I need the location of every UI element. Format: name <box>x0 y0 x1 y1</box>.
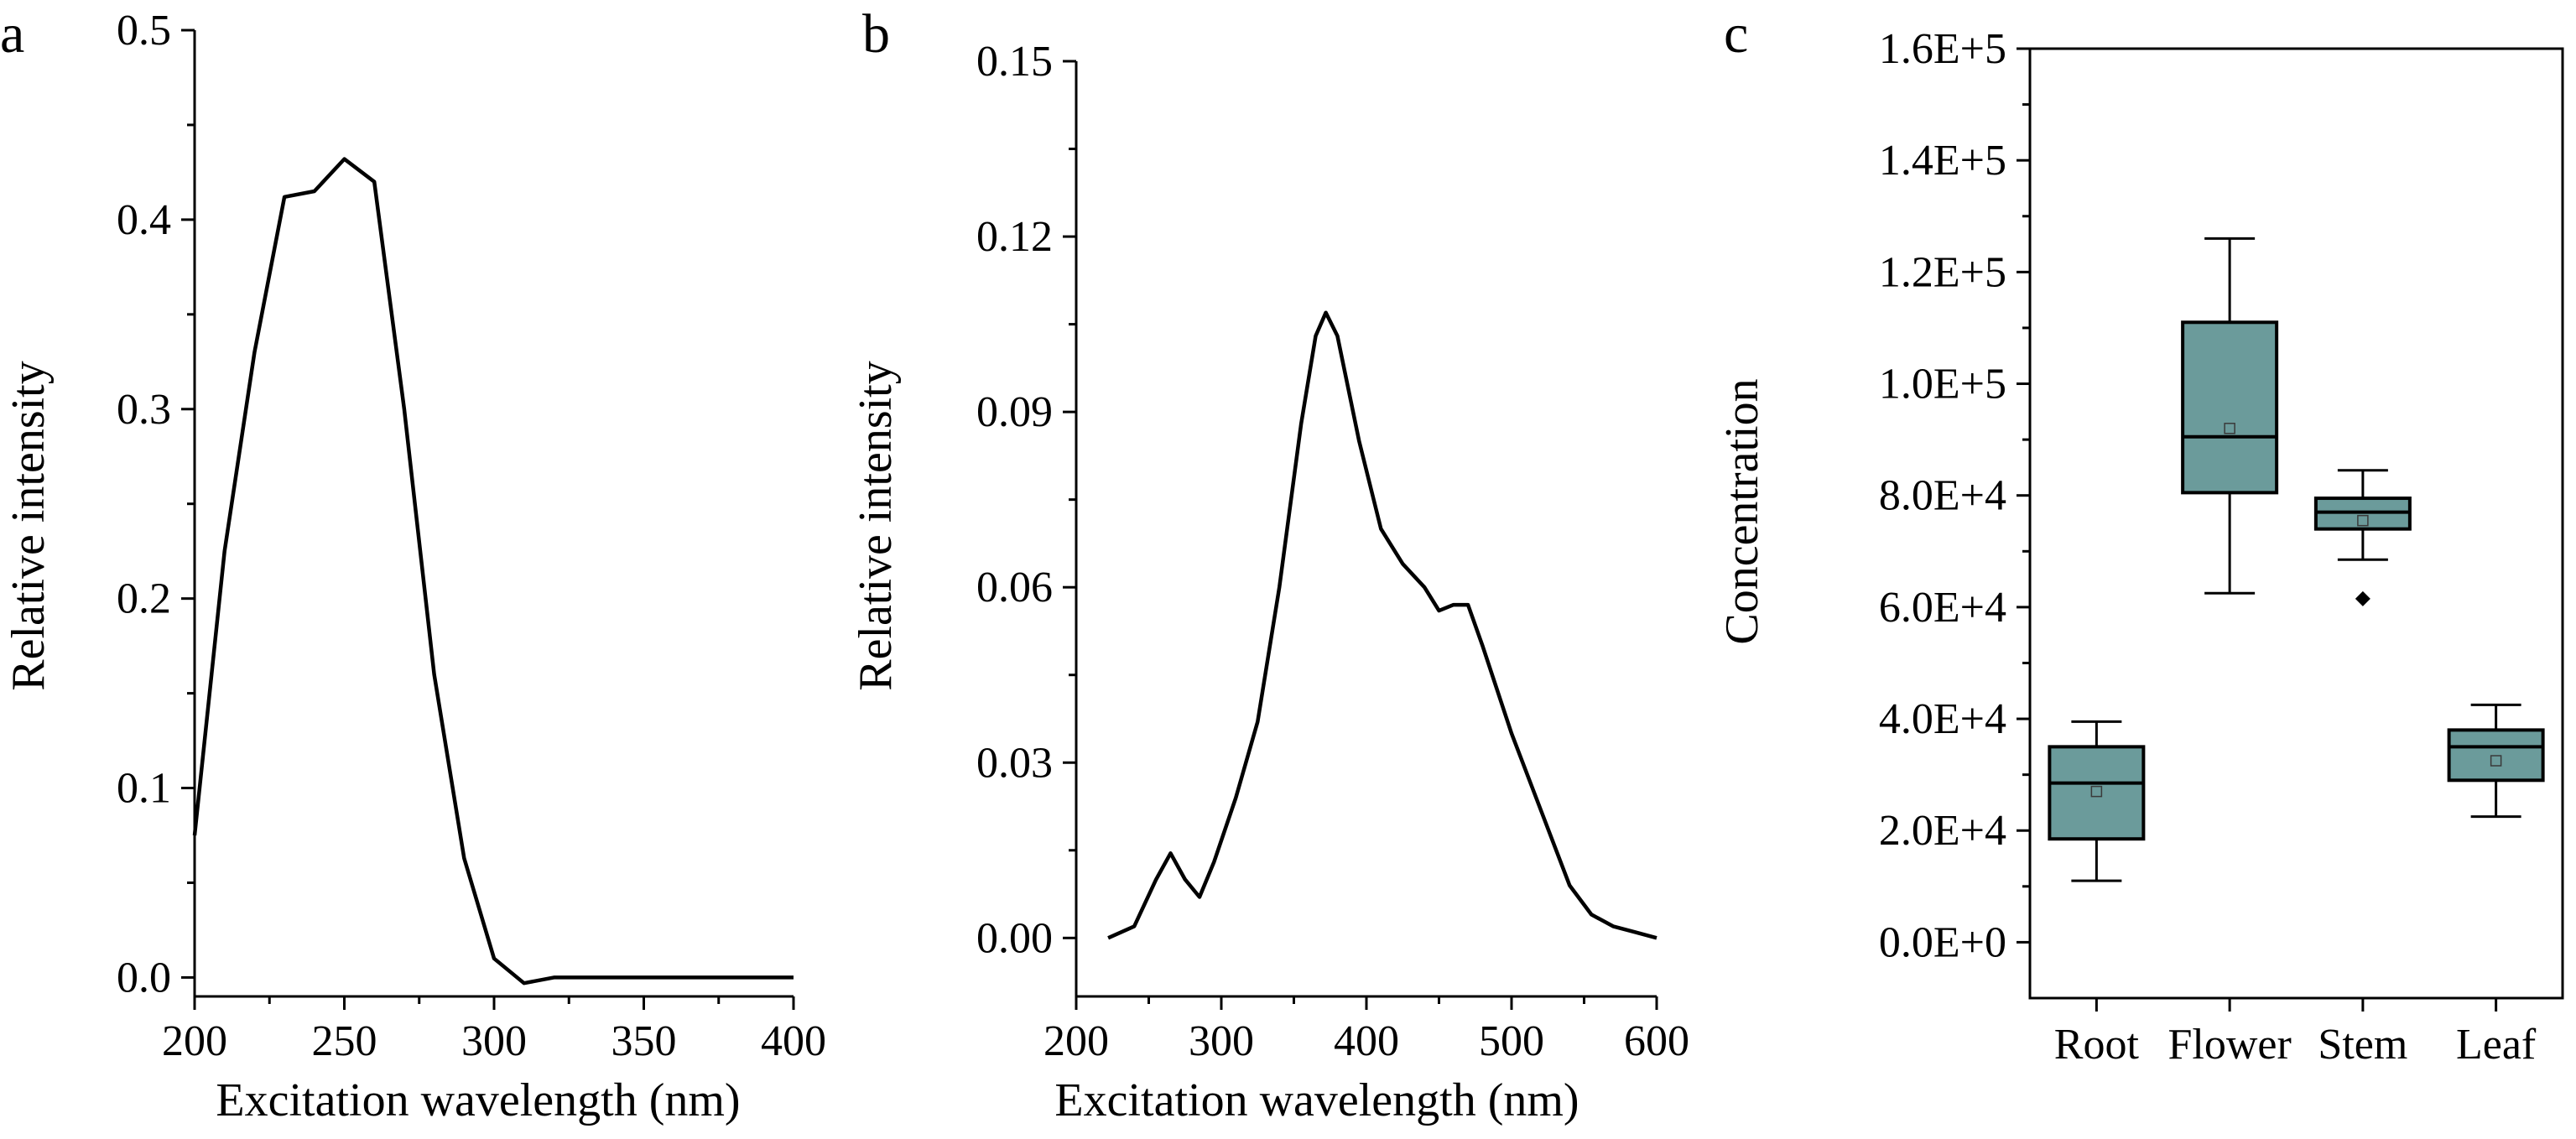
c-x-tick-label: Leaf <box>2456 1021 2537 1069</box>
b-y-tick-label: 0.06 <box>976 564 1053 611</box>
panel-b-ylabel: Relative intensity <box>850 361 902 690</box>
panel-c-chart: 0.0E+0 2.0E+4 4.0E+4 6.0E+4 8.0E+4 1.0E+5 1.2E… <box>1716 25 2564 1069</box>
b-x-tick-label: 400 <box>1334 1017 1399 1065</box>
c-x-tick-label: Root <box>2054 1021 2140 1069</box>
b-y-tick-label: 0.15 <box>976 38 1053 86</box>
c-y-tick-label: 1.0E+5 <box>1879 361 2006 408</box>
panel-a-xlabel: Excitation wavelength (nm) <box>216 1074 740 1126</box>
b-y-tick-label: 0.03 <box>976 739 1053 787</box>
a-y-tick-label: 0.1 <box>117 765 171 813</box>
panel-b-xlabel: Excitation wavelength (nm) <box>1054 1074 1579 1126</box>
c-y-tick-label: 4.0E+4 <box>1879 695 2006 743</box>
box-leaf <box>2447 703 2545 819</box>
c-y-tick-label: 1.6E+5 <box>1879 25 2006 73</box>
a-y-tick-label: 0.0 <box>117 954 171 1001</box>
box-root <box>2048 720 2146 882</box>
mean-marker <box>2357 514 2369 527</box>
b-x-tick-label: 200 <box>1043 1017 1109 1065</box>
c-x-tick-label: Stem <box>2318 1021 2407 1069</box>
mean-marker <box>2224 423 2235 434</box>
c-y-tick-label: 1.4E+5 <box>1879 137 2006 185</box>
mean-marker <box>2490 755 2502 767</box>
c-y-tick-label: 1.2E+5 <box>1879 248 2006 296</box>
box-stem <box>2313 469 2412 606</box>
a-y-tick-label: 0.4 <box>117 196 171 244</box>
panel-b-series-line <box>1107 310 1657 940</box>
a-y-tick-label: 0.3 <box>117 386 171 434</box>
panel-letter-b: b <box>862 3 890 65</box>
panel-a-chart: 200 250 300 350 400 0.0 0.1 0.2 0.3 0.4 0.5 Excita… <box>3 7 826 1126</box>
panel-a-ylabel: Relative intensity <box>3 361 55 690</box>
panel-c-ylabel: Concentration <box>1716 378 1768 644</box>
c-y-tick-label: 6.0E+4 <box>1879 584 2006 632</box>
b-y-tick-label: 0.12 <box>976 213 1053 261</box>
box-iqr <box>2447 728 2545 783</box>
b-y-tick-label: 0.00 <box>976 914 1053 962</box>
b-y-tick-label: 0.09 <box>976 388 1053 436</box>
c-y-tick-label: 2.0E+4 <box>1879 807 2006 855</box>
b-x-tick-label: 300 <box>1189 1017 1254 1065</box>
a-y-tick-label: 0.5 <box>117 7 171 55</box>
b-x-tick-label: 600 <box>1624 1017 1689 1065</box>
mean-marker <box>2090 785 2103 798</box>
panel-letter-a: a <box>0 3 24 65</box>
a-y-tick-label: 0.2 <box>117 575 171 623</box>
box-flower <box>2181 237 2279 595</box>
panel-letter-c: c <box>1724 3 1748 65</box>
box-iqr <box>2048 745 2146 841</box>
panel-b-chart: 200 300 400 500 6000.000.030.060.090.120.15 … <box>850 38 1689 1126</box>
outlier-point <box>2355 590 2370 606</box>
c-plot-frame <box>2028 47 2564 1000</box>
a-x-tick-label: 200 <box>162 1017 227 1065</box>
a-x-tick-label: 250 <box>312 1017 377 1065</box>
box-iqr <box>2181 320 2279 495</box>
a-x-tick-label: 400 <box>761 1017 826 1065</box>
c-y-tick-label: 0.0E+0 <box>1879 918 2006 966</box>
b-x-tick-label: 500 <box>1479 1017 1544 1065</box>
panel-a-series-line <box>192 157 794 986</box>
a-x-tick-label: 350 <box>611 1017 677 1065</box>
c-x-tick-label: Flower <box>2167 1021 2291 1069</box>
c-y-tick-label: 8.0E+4 <box>1879 472 2006 520</box>
a-x-tick-label: 300 <box>461 1017 527 1065</box>
